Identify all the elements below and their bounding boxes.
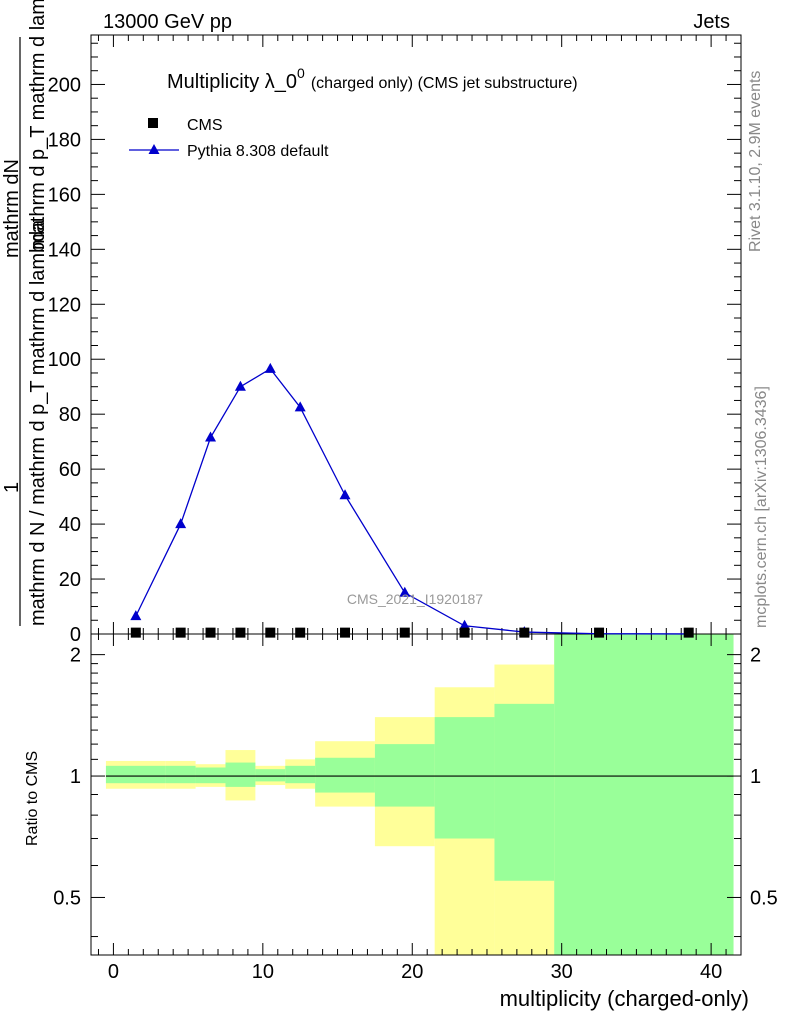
main-y-tick-label: 100: [48, 349, 81, 371]
ratio-inner-band-9: [494, 703, 555, 881]
ratio-inner-band-10: [554, 634, 734, 955]
legend-cms-label: CMS: [187, 117, 223, 134]
ratio-inner-band-8: [434, 717, 495, 839]
cms-point: [130, 627, 141, 638]
main-y-tick-label: 60: [59, 459, 81, 481]
ratio-y-tick-label-right: 1: [750, 766, 761, 788]
ratio-y-tick-label-left: 2: [70, 645, 81, 667]
pythia-point: [399, 586, 411, 597]
ratio-inner-band-0: [105, 765, 166, 784]
header-right: Jets: [693, 11, 730, 33]
pythia-point: [205, 431, 217, 442]
cms-point: [265, 627, 276, 638]
chart-title-main: Multiplicity λ_0: [167, 71, 297, 93]
ratio-inner-band-4: [255, 769, 286, 782]
cms-point: [519, 627, 530, 638]
x-tick-label: 0: [108, 961, 119, 983]
cms-point: [594, 627, 605, 638]
ratio-ylabel: Ratio to CMS: [24, 751, 41, 846]
ratio-y-tick-label-left: 0.5: [53, 887, 81, 909]
watermark: CMS_2021_I1920187: [347, 591, 483, 607]
main-y-tick-label: 140: [48, 239, 81, 261]
x-tick-label: 30: [551, 961, 573, 983]
cms-point: [295, 627, 306, 638]
chart-title-suffix: (charged only) (CMS jet substructure): [311, 75, 578, 92]
ratio-inner-band-5: [285, 765, 316, 784]
ylabel-numerator-1: 1: [1, 482, 23, 493]
main-y-tick-label: 160: [48, 184, 81, 206]
legend-cms-marker: [148, 118, 158, 128]
ratio-inner-band-6: [315, 757, 375, 793]
chart-title-sup: 0: [297, 65, 305, 81]
ylabel-denominator: mathrm d N / mathrm d p_T mathrm d lambd…: [27, 219, 49, 626]
header-left: 13000 GeV pp: [103, 11, 232, 33]
main-y-tick-label: 40: [59, 514, 81, 536]
main-y-tick-label: 120: [48, 294, 81, 316]
ratio-inner-band-2: [195, 767, 226, 784]
legend-pythia-marker: [148, 144, 160, 154]
cms-point: [340, 627, 351, 638]
pythia-point: [459, 619, 471, 630]
pythia-point: [294, 401, 306, 412]
ylabel-inner-numerator: mathrm dN: [1, 159, 23, 258]
x-axis-label: multiplicity (charged-only): [500, 986, 749, 1011]
ylabel-inner-denominator: mathrm d p_T mathrm d lambda: [27, 0, 49, 250]
pythia-point: [264, 362, 276, 373]
x-tick-label: 20: [401, 961, 423, 983]
main-y-tick-label: 0: [70, 624, 81, 646]
main-y-tick-label: 80: [59, 404, 81, 426]
pythia-point: [175, 518, 187, 529]
main-y-tick-label: 200: [48, 74, 81, 96]
rivet-label: Rivet 3.1.10, 2.9M events: [747, 71, 764, 252]
pythia-point: [234, 380, 246, 391]
pythia-point: [130, 610, 142, 621]
ratio-y-tick-label-left: 1: [70, 766, 81, 788]
cms-point: [175, 627, 186, 638]
x-tick-label: 40: [700, 961, 722, 983]
pythia-line: [135, 367, 689, 635]
x-tick-label: 10: [252, 961, 274, 983]
main-y-tick-label: 180: [48, 129, 81, 151]
cms-point: [683, 627, 694, 638]
legend-pythia-label: Pythia 8.308 default: [187, 143, 329, 160]
ratio-inner-band-3: [225, 762, 256, 787]
chart-title: Multiplicity λ_00 (charged only) (CMS jet…: [167, 65, 578, 93]
cms-point: [235, 627, 246, 638]
cms-point: [459, 627, 470, 638]
ratio-inner-band-1: [165, 765, 196, 784]
cms-point: [399, 627, 410, 638]
ratio-inner-band-7: [374, 744, 435, 807]
ratio-bands: [105, 634, 734, 955]
pythia-point: [339, 489, 351, 500]
main-y-tick-label: 20: [59, 569, 81, 591]
ratio-y-tick-label-right: 2: [750, 645, 761, 667]
mcplots-label: mcplots.cern.ch [arXiv:1306.3436]: [753, 386, 770, 628]
ratio-y-tick-label-right: 0.5: [750, 887, 778, 909]
cms-point: [205, 627, 216, 638]
